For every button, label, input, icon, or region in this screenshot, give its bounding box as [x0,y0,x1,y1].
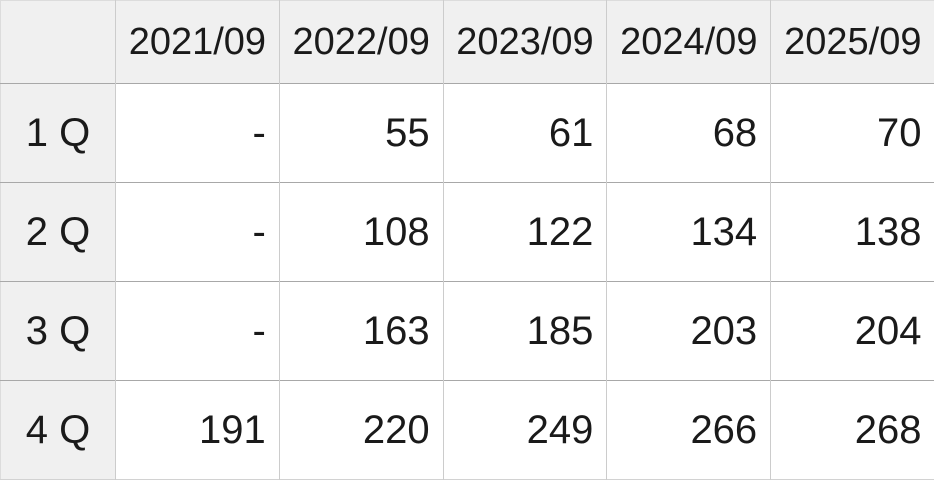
table-cell: 203 [606,281,771,381]
column-header: 2023/09 [442,0,607,84]
table-cell: 55 [278,83,444,183]
table-cell: - [115,182,280,282]
table-row: 1 Q - 55 61 68 70 [0,83,934,183]
row-header: 4 Q [0,380,116,480]
table-cell: 61 [442,83,607,183]
table-cell: 138 [770,182,934,282]
table-cell: 134 [606,182,771,282]
table-cell: 266 [606,380,771,480]
column-header: 2024/09 [606,0,771,84]
row-header: 3 Q [0,281,116,381]
table-cell: 108 [278,182,444,282]
table-row: 4 Q 191 220 249 266 268 [0,380,934,480]
row-header: 1 Q [0,83,116,183]
table-cell: 220 [278,380,444,480]
column-header: 2025/09 [770,0,934,84]
table-row: 3 Q - 163 185 203 204 [0,281,934,381]
table-cell: - [115,281,280,381]
table-cell: 268 [770,380,934,480]
header-row: 2021/09 2022/09 2023/09 2024/09 2025/09 [0,0,934,84]
corner-cell [0,0,116,84]
table-cell: 163 [278,281,444,381]
row-header: 2 Q [0,182,116,282]
table-cell: 249 [442,380,607,480]
table-cell: - [115,83,280,183]
column-header: 2021/09 [115,0,280,84]
table-cell: 70 [770,83,934,183]
table-cell: 185 [442,281,607,381]
table-cell: 68 [606,83,771,183]
table-cell: 191 [115,380,280,480]
column-header: 2022/09 [278,0,444,84]
table-cell: 204 [770,281,934,381]
table-cell: 122 [442,182,607,282]
table-row: 2 Q - 108 122 134 138 [0,182,934,282]
